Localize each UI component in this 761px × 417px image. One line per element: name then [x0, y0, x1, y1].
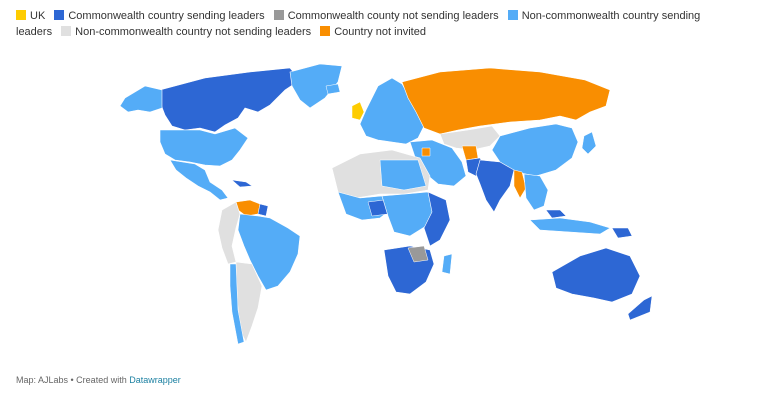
- region-se-asia[interactable]: [523, 173, 549, 211]
- region-caribbean[interactable]: [231, 179, 253, 188]
- legend-swatch: [16, 10, 26, 20]
- legend-label: Commonwealth county not sending leaders: [287, 10, 499, 22]
- region-east-africa[interactable]: [423, 191, 451, 247]
- legend-swatch: [507, 10, 518, 20]
- region-chile[interactable]: [229, 263, 245, 345]
- region-uk[interactable]: [351, 101, 365, 121]
- region-syria[interactable]: [421, 147, 431, 157]
- region-central-asia[interactable]: [439, 125, 501, 151]
- legend-item-noncommonwealth-not-sending: Non-commonwealth country not sending lea…: [61, 26, 311, 38]
- region-afghanistan[interactable]: [461, 145, 479, 161]
- map-credit: Map: AJLabs • Created with Datawrapper: [16, 375, 181, 385]
- region-new-zealand[interactable]: [627, 295, 653, 321]
- credit-source: Map: AJLabs: [16, 375, 69, 385]
- legend-item-not-invited: Country not invited: [320, 26, 426, 38]
- datawrapper-link[interactable]: Datawrapper: [129, 375, 181, 385]
- region-iceland[interactable]: [325, 83, 341, 95]
- world-map[interactable]: [0, 50, 761, 360]
- region-png[interactable]: [611, 227, 633, 239]
- legend-item-commonwealth-not-sending: Commonwealth county not sending leaders: [273, 10, 499, 22]
- region-zimbabwe[interactable]: [407, 245, 429, 263]
- legend-swatch: [61, 26, 72, 36]
- legend-item-uk: UK: [16, 10, 45, 22]
- region-myanmar[interactable]: [513, 169, 527, 199]
- region-guyana[interactable]: [257, 203, 269, 217]
- region-greenland[interactable]: [289, 63, 343, 109]
- region-japan[interactable]: [581, 131, 597, 155]
- credit-separator: • Created with: [68, 375, 130, 385]
- legend-swatch: [320, 26, 331, 36]
- region-usa[interactable]: [159, 127, 249, 167]
- region-southern-africa[interactable]: [383, 245, 435, 295]
- region-canada[interactable]: [159, 67, 301, 133]
- region-mexico[interactable]: [169, 159, 229, 201]
- legend-label: UK: [30, 10, 46, 22]
- region-malaysia[interactable]: [545, 209, 567, 219]
- region-australia[interactable]: [551, 247, 641, 303]
- region-alaska[interactable]: [119, 85, 163, 113]
- legend-item-commonwealth-sending: Commonwealth country sending leaders: [54, 10, 265, 22]
- region-indonesia[interactable]: [529, 217, 611, 235]
- legend-swatch: [54, 10, 65, 20]
- legend-label: Non-commonwealth country not sending lea…: [75, 26, 312, 38]
- region-brazil[interactable]: [237, 213, 301, 291]
- region-russia[interactable]: [401, 67, 611, 135]
- map-legend: UK Commonwealth country sending leaders …: [16, 8, 736, 40]
- legend-label: Country not invited: [334, 26, 426, 38]
- region-india[interactable]: [475, 159, 515, 213]
- legend-item-noncommonwealth-sending: Non-commonwealth country sending leaders: [16, 10, 700, 38]
- region-china[interactable]: [491, 123, 579, 177]
- legend-label: Non-commonwealth country sending leaders: [16, 10, 701, 38]
- legend-label: Commonwealth country sending leaders: [68, 10, 265, 22]
- region-madagascar[interactable]: [441, 253, 453, 275]
- legend-swatch: [273, 10, 284, 20]
- region-egypt-libya[interactable]: [379, 159, 427, 191]
- region-andes-north[interactable]: [217, 201, 241, 265]
